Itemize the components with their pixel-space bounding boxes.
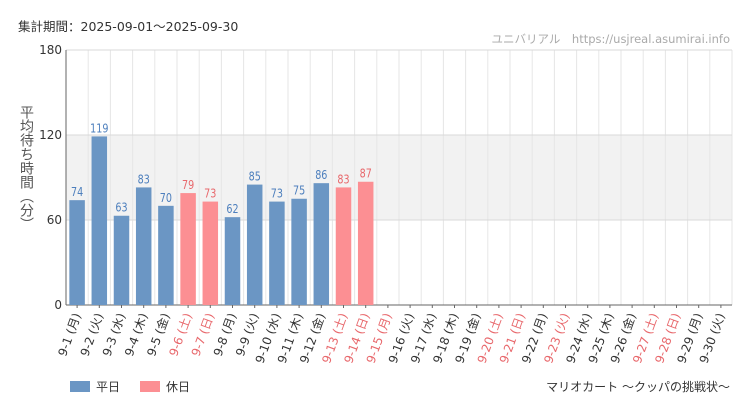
legend-swatch-holiday bbox=[140, 381, 161, 392]
legend-swatch-weekday bbox=[70, 381, 90, 392]
bar bbox=[291, 198, 307, 305]
bar bbox=[269, 201, 285, 305]
y-tick-label: 180 bbox=[39, 43, 62, 57]
legend-label-weekday: 平日 bbox=[96, 380, 121, 394]
bar-value-label: 83 bbox=[337, 172, 349, 186]
bar bbox=[113, 215, 130, 305]
y-tick-label: 120 bbox=[39, 128, 62, 142]
legend-item-holiday: 休日 bbox=[140, 378, 190, 395]
y-tick-label: 0 bbox=[54, 298, 62, 312]
bar-value-label: 73 bbox=[204, 187, 216, 201]
bar bbox=[158, 205, 174, 305]
bar-value-label: 87 bbox=[360, 167, 372, 181]
chart-legend: 平日 休日 bbox=[70, 378, 210, 395]
bar bbox=[335, 187, 352, 305]
bar-value-label: 63 bbox=[115, 201, 127, 215]
bar-value-label: 73 bbox=[271, 187, 283, 201]
attraction-name: マリオカート ～クッパの挑戦状～ bbox=[546, 380, 730, 394]
bar bbox=[313, 183, 330, 305]
collection-period: 集計期間：2025-09-01～2025-09-30 bbox=[18, 19, 239, 34]
bar-value-label: 83 bbox=[138, 172, 150, 186]
legend-item-weekday: 平日 bbox=[70, 378, 120, 395]
bar bbox=[224, 217, 241, 305]
bar bbox=[246, 184, 263, 305]
bar bbox=[91, 136, 108, 305]
bar-value-label: 119 bbox=[90, 121, 108, 135]
bar bbox=[135, 187, 152, 305]
bar-value-label: 75 bbox=[293, 184, 305, 198]
y-axis-title: 平均待ち時間（分） bbox=[18, 105, 34, 231]
bar-value-label: 74 bbox=[71, 185, 83, 199]
bar-value-label: 70 bbox=[160, 191, 172, 205]
bar-value-label: 62 bbox=[226, 202, 238, 216]
bar-value-label: 85 bbox=[249, 170, 261, 184]
bar bbox=[69, 200, 85, 305]
y-tick-label: 60 bbox=[47, 213, 62, 227]
site-watermark: ユニバリアル https://usjreal.asumirai.info bbox=[491, 32, 730, 46]
bar-value-label: 79 bbox=[182, 178, 194, 192]
bar bbox=[180, 193, 196, 305]
bar bbox=[357, 181, 374, 305]
legend-label-holiday: 休日 bbox=[166, 380, 191, 394]
bar-value-label: 86 bbox=[315, 168, 327, 182]
bar bbox=[202, 201, 219, 305]
